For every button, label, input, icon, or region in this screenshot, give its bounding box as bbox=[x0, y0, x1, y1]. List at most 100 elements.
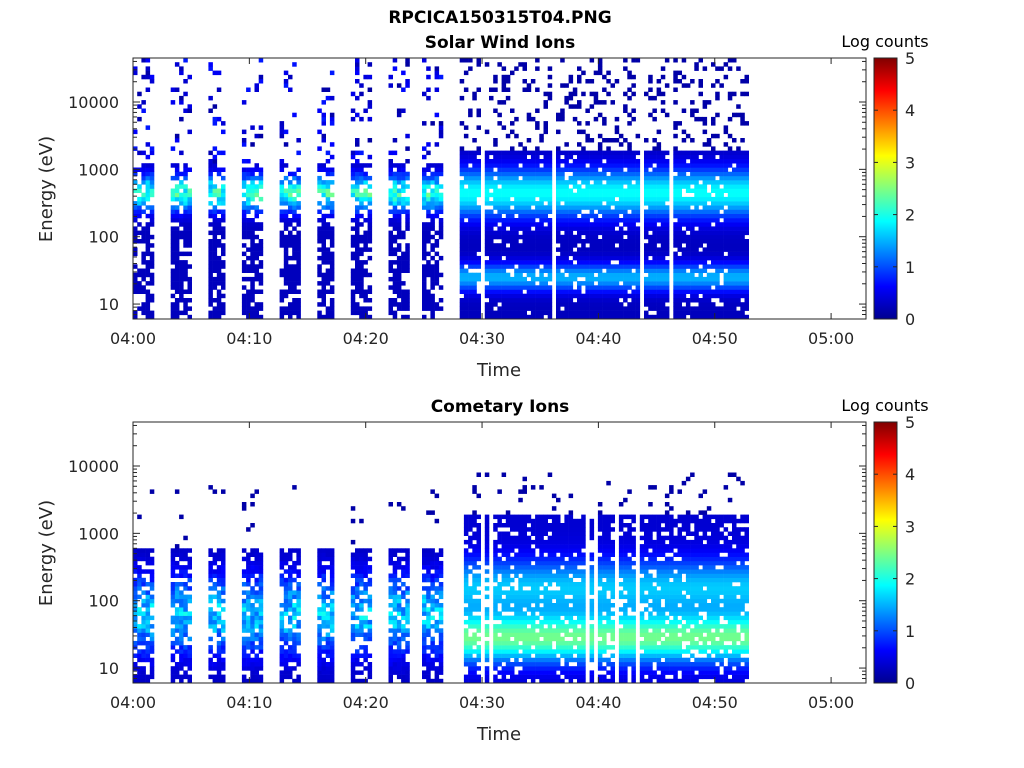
spectrogram-cell bbox=[698, 272, 703, 278]
spectrogram-cell bbox=[589, 104, 595, 109]
spectrogram-cell bbox=[690, 293, 695, 299]
spectrogram-cell bbox=[179, 264, 184, 269]
spectrogram-cell bbox=[547, 196, 553, 202]
spectrogram-cell bbox=[577, 201, 582, 206]
spectrogram-cell bbox=[493, 138, 498, 143]
spectrogram-cell bbox=[241, 100, 247, 105]
spectrogram-cell bbox=[526, 209, 532, 214]
spectrogram-cell bbox=[677, 70, 682, 76]
spectrogram-cell bbox=[681, 180, 687, 185]
spectrogram-cell bbox=[254, 645, 259, 650]
spectrogram-cell bbox=[187, 594, 192, 600]
spectrogram-cell bbox=[145, 310, 151, 316]
spectrogram-cell bbox=[288, 632, 293, 637]
spectrogram-cell bbox=[476, 188, 481, 193]
spectrogram-cell bbox=[468, 255, 473, 261]
spectrogram-cell bbox=[422, 276, 427, 282]
spectrogram-cell bbox=[321, 649, 326, 654]
spectrogram-cell bbox=[489, 184, 494, 189]
spectrogram-cell bbox=[422, 251, 427, 257]
spectrogram-cell bbox=[174, 167, 180, 172]
spectrogram-cell bbox=[606, 234, 611, 240]
spectrogram-cell bbox=[283, 594, 289, 600]
spectrogram-cell bbox=[174, 310, 180, 316]
spectrogram-cell bbox=[677, 264, 682, 269]
spectrogram-cell bbox=[577, 310, 582, 316]
spectrogram-cell bbox=[610, 154, 615, 160]
spectrogram-cell bbox=[623, 163, 628, 168]
spectrogram-cell bbox=[179, 272, 184, 278]
spectrogram-cell bbox=[694, 116, 699, 122]
spectrogram-cell bbox=[556, 298, 561, 303]
spectrogram-cell bbox=[216, 565, 222, 570]
spectrogram-cell bbox=[292, 196, 297, 202]
spectrogram-cell bbox=[505, 133, 511, 139]
spectrogram-cell bbox=[732, 310, 737, 316]
spectrogram-cell bbox=[359, 222, 364, 227]
spectrogram-cell bbox=[329, 272, 335, 278]
solar-wind-panel: Solar Wind Ions 04:00 04:10 04:20 04:30 04:4… bbox=[36, 32, 929, 381]
spectrogram-cell bbox=[472, 243, 477, 248]
spectrogram-cell bbox=[250, 205, 255, 210]
spectrogram-cell bbox=[359, 264, 364, 269]
spectrogram-cell bbox=[246, 607, 251, 612]
spectrogram-cell bbox=[623, 175, 628, 181]
spectrogram-cell bbox=[602, 306, 607, 311]
spectrogram-cell bbox=[208, 175, 213, 181]
spectrogram-cell bbox=[241, 569, 247, 574]
spectrogram-cell bbox=[614, 205, 620, 210]
spectrogram-cell bbox=[510, 146, 515, 151]
spectrogram-cell bbox=[170, 100, 176, 105]
spectrogram-cell bbox=[145, 645, 151, 650]
spectrogram-cell bbox=[597, 171, 603, 177]
spectrogram-cell bbox=[317, 548, 322, 553]
spectrogram-cell bbox=[208, 255, 213, 261]
spectrogram-cell bbox=[614, 293, 620, 299]
spectrogram-cell bbox=[396, 213, 402, 219]
spectrogram-cell bbox=[149, 674, 155, 680]
spectrogram-cell bbox=[677, 163, 682, 168]
spectrogram-cell bbox=[602, 192, 607, 198]
spectrogram-cell bbox=[434, 239, 440, 244]
spectrogram-cell bbox=[648, 281, 653, 286]
spectrogram-cell bbox=[530, 230, 536, 236]
spectrogram-cell bbox=[572, 87, 578, 92]
spectrogram-cell bbox=[732, 276, 737, 282]
spectrogram-cell bbox=[355, 260, 360, 265]
spectrogram-cell bbox=[321, 670, 326, 675]
spectrogram-cell bbox=[526, 268, 532, 273]
spectrogram-cell bbox=[292, 653, 297, 658]
spectrogram-cell bbox=[702, 218, 708, 223]
spectrogram-cell bbox=[505, 314, 511, 320]
spectrogram-cell bbox=[581, 150, 586, 156]
spectrogram-cell bbox=[677, 196, 682, 202]
spectrogram-cell bbox=[593, 234, 599, 240]
spectrogram-cell bbox=[401, 188, 406, 193]
spectrogram-cell bbox=[174, 573, 180, 578]
spectrogram-cell bbox=[694, 239, 699, 244]
spectrogram-cell bbox=[426, 180, 431, 185]
spectrogram-cell bbox=[463, 281, 469, 286]
spectrogram-cell bbox=[715, 133, 720, 139]
spectrogram-cell bbox=[526, 226, 532, 231]
spectrogram-cell bbox=[706, 251, 712, 257]
spectrogram-cell bbox=[744, 298, 749, 303]
spectrogram-cell bbox=[468, 239, 473, 244]
spectrogram-cell bbox=[526, 289, 532, 294]
spectrogram-cell bbox=[497, 268, 502, 273]
spectrogram-cell bbox=[577, 150, 582, 156]
spectrogram-cell bbox=[589, 192, 595, 198]
spectrogram-cell bbox=[656, 310, 662, 316]
spectrogram-cell bbox=[727, 213, 733, 219]
spectrogram-cell bbox=[329, 209, 335, 214]
spectrogram-cell bbox=[677, 150, 682, 156]
spectrogram-cell bbox=[564, 247, 569, 252]
spectrogram-cell bbox=[296, 302, 301, 307]
spectrogram-cell bbox=[241, 657, 247, 663]
spectrogram-cell bbox=[179, 653, 184, 658]
spectrogram-cell bbox=[664, 276, 670, 282]
spectrogram-cell bbox=[221, 192, 226, 198]
spectrogram-cell bbox=[405, 83, 410, 88]
spectrogram-cell bbox=[711, 260, 716, 265]
spectrogram-cell bbox=[241, 201, 247, 206]
